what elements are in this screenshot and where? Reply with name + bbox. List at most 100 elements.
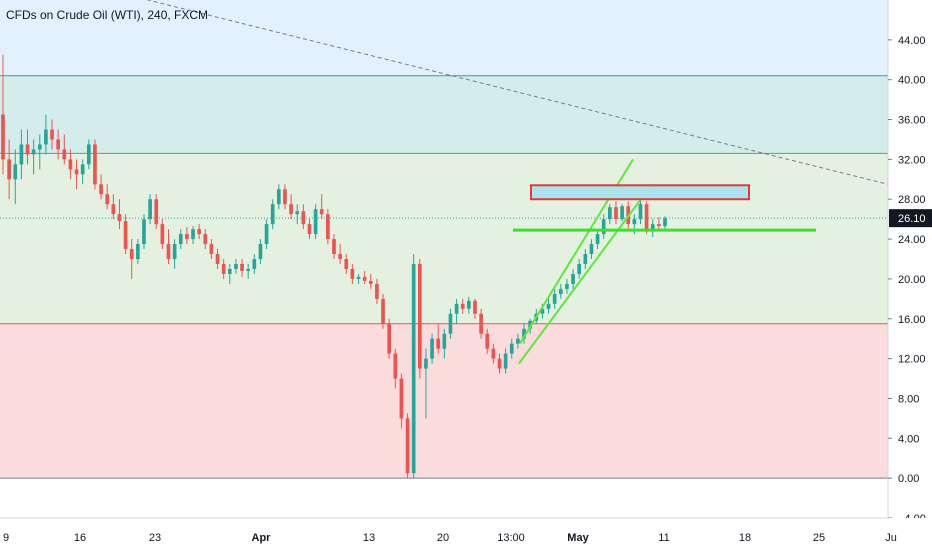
candle	[142, 214, 146, 250]
x-tick-label: 11	[658, 532, 669, 544]
candle	[338, 244, 342, 264]
candle	[203, 229, 208, 250]
candle-body	[148, 199, 152, 220]
y-tick-label: 12.00	[898, 354, 926, 366]
candle	[160, 219, 165, 250]
candle-body	[246, 268, 251, 271]
candle-body	[454, 303, 459, 314]
candle-body	[142, 219, 146, 245]
candle	[399, 373, 404, 429]
candle	[246, 263, 251, 279]
candle	[381, 293, 385, 329]
candle	[448, 308, 453, 339]
candle-body	[7, 159, 11, 180]
candle-body	[448, 313, 453, 334]
y-tick-label: 28.00	[898, 194, 926, 206]
candle-body	[393, 353, 398, 379]
candle-body	[436, 338, 441, 349]
candle-body	[375, 283, 379, 299]
candle	[307, 219, 312, 240]
candle	[50, 119, 54, 150]
candle-body	[56, 139, 61, 150]
trendline-group	[145, 0, 889, 185]
candle-body	[117, 214, 122, 222]
candle	[252, 254, 257, 274]
candle-body	[185, 234, 189, 240]
candle-body	[350, 268, 355, 279]
candle	[240, 259, 244, 277]
candle-body	[620, 206, 624, 220]
candle	[313, 204, 318, 240]
candle-body	[595, 234, 600, 245]
descending-trendline	[145, 0, 889, 185]
candle-body	[650, 224, 655, 230]
candle	[460, 298, 465, 314]
candle	[577, 259, 582, 279]
candle	[209, 239, 214, 259]
candle-body	[338, 254, 342, 259]
candle-body	[381, 298, 385, 324]
candle-body	[154, 199, 159, 225]
candle-body	[430, 338, 434, 359]
y-tick-label: 20.00	[898, 274, 926, 286]
x-tick-label: May	[567, 532, 589, 544]
candle-body	[19, 144, 24, 165]
candle	[356, 273, 361, 284]
candle-body	[136, 244, 140, 259]
drawings	[513, 158, 816, 365]
candle-body	[399, 378, 404, 419]
candle	[31, 139, 36, 175]
candle	[117, 199, 122, 230]
candle	[258, 239, 263, 264]
candle	[276, 184, 281, 210]
y-tick-label: 24.00	[898, 234, 926, 246]
candle	[68, 149, 73, 180]
candle	[283, 184, 287, 210]
candle-body	[565, 283, 569, 289]
candle	[332, 234, 336, 259]
candle	[638, 199, 643, 225]
candle-body	[166, 244, 171, 259]
x-tick-label: Apr	[252, 532, 272, 544]
candle-body	[558, 288, 563, 294]
y-tick-label: 8.00	[898, 393, 919, 405]
candle-body	[313, 209, 318, 235]
candle-body	[344, 259, 349, 269]
x-tick-label: 16	[74, 532, 86, 544]
candle	[215, 249, 220, 269]
candle	[552, 288, 557, 309]
candle	[136, 239, 140, 264]
candle	[491, 343, 496, 364]
y-tick-label: 40.00	[898, 75, 926, 87]
candle-body	[197, 229, 201, 235]
candle	[123, 214, 128, 255]
candle	[301, 204, 306, 230]
price-zones	[0, 0, 888, 479]
candle	[295, 204, 300, 225]
candle-body	[80, 164, 85, 175]
candle-body	[209, 244, 214, 255]
candle-body	[178, 234, 183, 245]
candle-body	[356, 276, 361, 279]
candle-body	[221, 263, 226, 274]
y-tick-label: 44.00	[898, 35, 926, 47]
candle	[620, 204, 624, 222]
candle-body	[37, 144, 42, 150]
candle-body	[203, 234, 208, 245]
candle-body	[25, 144, 30, 155]
candle-body	[546, 303, 551, 309]
x-tick-label: 13	[363, 532, 375, 544]
candle	[387, 318, 392, 359]
x-tick-label: 18	[739, 532, 751, 544]
candle-body	[111, 204, 116, 215]
candle	[270, 199, 275, 230]
candle	[1, 54, 5, 175]
candle	[589, 239, 594, 259]
candle	[185, 227, 189, 245]
candle	[467, 296, 471, 314]
candle-body	[123, 221, 128, 250]
candle-body	[283, 189, 287, 205]
candle	[614, 201, 618, 225]
